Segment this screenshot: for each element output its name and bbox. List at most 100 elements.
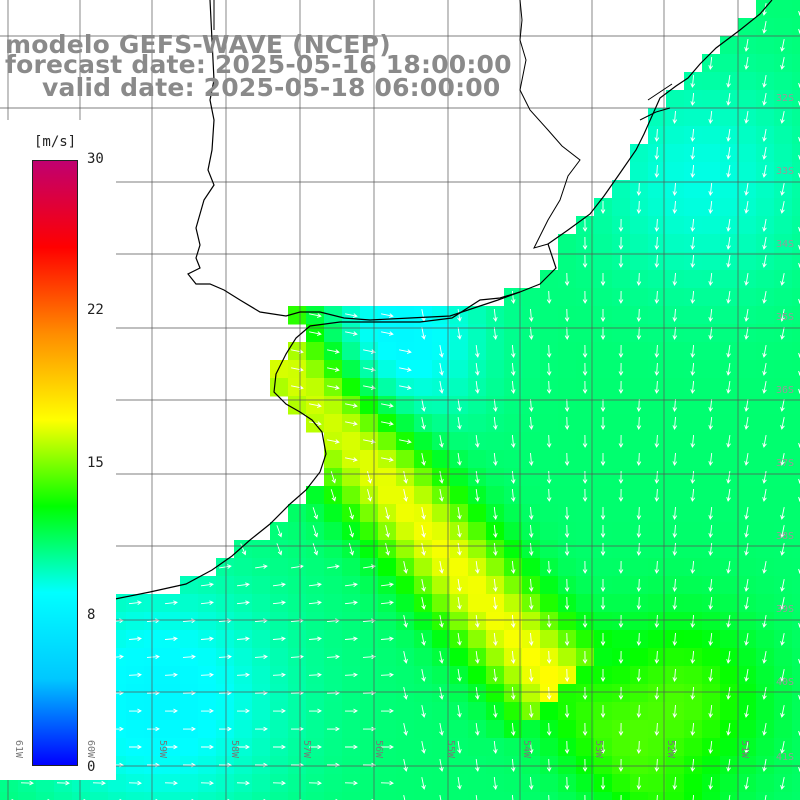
wind-speed-cell — [486, 558, 505, 577]
wind-arrow — [240, 543, 247, 556]
wind-arrow — [636, 272, 642, 286]
wind-speed-cell — [252, 576, 271, 595]
wind-arrow — [146, 618, 160, 624]
wind-speed-cell — [342, 378, 361, 397]
wind-arrow — [780, 399, 785, 412]
wind-arrow — [546, 290, 552, 304]
wind-speed-cell — [792, 702, 800, 721]
wind-arrow — [762, 723, 767, 736]
wind-arrow — [726, 723, 731, 736]
wind-arrow — [762, 651, 767, 664]
wind-speed-cell — [288, 594, 307, 613]
wind-speed-cell — [684, 522, 703, 541]
wind-arrow — [308, 672, 322, 678]
wind-arrow — [327, 367, 340, 372]
wind-arrow — [600, 273, 606, 286]
wind-speed-cell — [432, 576, 451, 595]
wind-speed-cell — [792, 486, 800, 505]
wind-speed-cell — [630, 756, 649, 775]
wind-speed-cell — [504, 540, 523, 559]
wind-arrow — [182, 762, 196, 768]
wind-speed-cell — [558, 756, 577, 775]
wind-arrow — [708, 182, 713, 196]
wind-speed-cell — [540, 396, 559, 415]
wind-speed-cell — [738, 342, 757, 361]
wind-speed-cell — [378, 468, 397, 487]
wind-arrow — [457, 327, 462, 340]
wind-speed-cell — [648, 540, 667, 559]
wind-arrow — [546, 434, 552, 448]
wind-speed-cell — [360, 702, 379, 721]
wind-speed-cell — [792, 252, 800, 271]
wind-arrow — [636, 668, 642, 682]
wind-arrow — [439, 345, 444, 358]
wind-arrow — [564, 308, 570, 322]
wind-speed-cell — [486, 378, 505, 397]
wind-arrow — [421, 777, 426, 790]
wind-arrow — [475, 435, 480, 448]
wind-arrow — [421, 453, 426, 466]
wind-arrow — [457, 669, 462, 682]
wind-arrow — [385, 543, 390, 556]
wind-arrow — [439, 651, 444, 664]
wind-arrow — [272, 600, 286, 605]
wind-arrow — [493, 452, 498, 466]
wind-speed-cell — [306, 342, 325, 361]
wind-speed-cell — [576, 738, 595, 757]
wind-speed-cell — [144, 792, 163, 800]
wind-arrow — [780, 525, 785, 538]
wind-arrow — [672, 200, 678, 214]
wind-speed-cell — [342, 342, 361, 361]
wind-speed-cell — [504, 414, 523, 433]
wind-arrow — [672, 416, 678, 430]
wind-arrow — [618, 254, 624, 268]
wind-arrow — [780, 669, 785, 682]
wind-speed-cell — [468, 306, 487, 325]
colorbar — [32, 160, 78, 766]
wind-speed-cell — [522, 342, 541, 361]
wind-arrow — [439, 489, 444, 502]
wind-speed-cell — [756, 738, 775, 757]
wind-speed-cell — [414, 432, 433, 451]
wind-arrow — [164, 600, 178, 605]
wind-arrow — [291, 367, 304, 372]
wind-speed-cell — [594, 342, 613, 361]
wind-arrow — [708, 416, 713, 430]
wind-speed-cell — [702, 342, 721, 361]
wind-arrow — [345, 457, 358, 462]
wind-speed-cell — [396, 414, 415, 433]
wind-arrow — [690, 362, 696, 376]
wind-speed-cell — [180, 576, 199, 595]
wind-speed-cell — [270, 756, 289, 775]
wind-arrow — [291, 385, 304, 390]
wind-speed-cell — [504, 774, 523, 793]
wind-speed-cell — [144, 738, 163, 757]
wind-speed-cell — [684, 324, 703, 343]
wind-arrow — [348, 507, 354, 520]
wind-arrow — [528, 542, 534, 556]
wind-speed-cell — [720, 198, 739, 217]
wind-speed-cell — [270, 378, 289, 397]
wind-speed-cell — [216, 594, 235, 613]
wind-speed-cell — [486, 756, 505, 775]
wind-speed-cell — [288, 522, 307, 541]
wind-arrow — [708, 200, 713, 214]
wind-speed-cell — [540, 738, 559, 757]
wind-arrow — [291, 349, 304, 354]
wind-speed-cell — [306, 684, 325, 703]
wind-speed-cell — [684, 738, 703, 757]
wind-arrow — [475, 759, 480, 772]
wind-speed-cell — [486, 360, 505, 379]
wind-arrow — [618, 218, 624, 232]
wind-speed-cell — [144, 594, 163, 613]
wind-arrow — [308, 780, 322, 786]
wind-speed-cell — [630, 342, 649, 361]
wind-arrow — [421, 399, 426, 412]
wind-arrow — [236, 636, 250, 642]
wind-speed-cell — [684, 108, 703, 127]
wind-speed-cell — [342, 486, 361, 505]
wind-arrow — [744, 399, 749, 412]
wind-speed-cell — [774, 756, 793, 775]
wind-vectors — [2, 3, 800, 800]
wind-arrow — [762, 21, 767, 34]
